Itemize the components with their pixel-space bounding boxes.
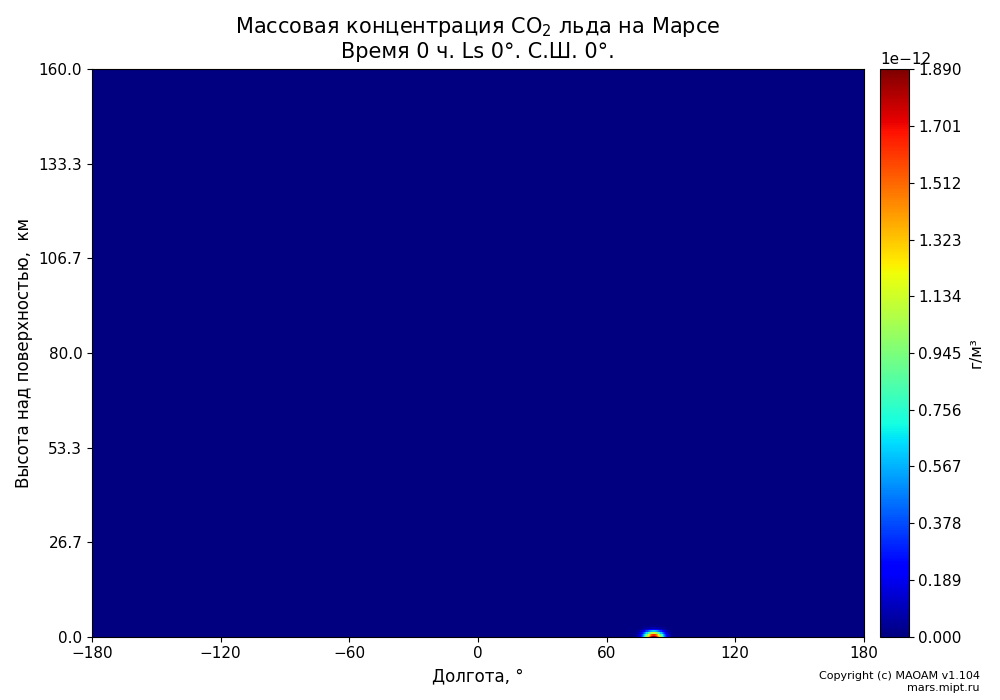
Y-axis label: г/м³: г/м³ xyxy=(969,337,984,368)
Text: Copyright (c) MAOAM v1.104
mars.mipt.ru: Copyright (c) MAOAM v1.104 mars.mipt.ru xyxy=(819,671,980,693)
Title: Массовая концентрация CO$_2$ льда на Марсе
Время 0 ч. Ls 0°. С.Ш. 0°.: Массовая концентрация CO$_2$ льда на Мар… xyxy=(235,15,721,62)
X-axis label: Долгота, °: Долгота, ° xyxy=(432,667,524,685)
Y-axis label: Высота над поверхностью,  км: Высота над поверхностью, км xyxy=(15,218,33,488)
Text: 1e−12: 1e−12 xyxy=(880,52,932,66)
